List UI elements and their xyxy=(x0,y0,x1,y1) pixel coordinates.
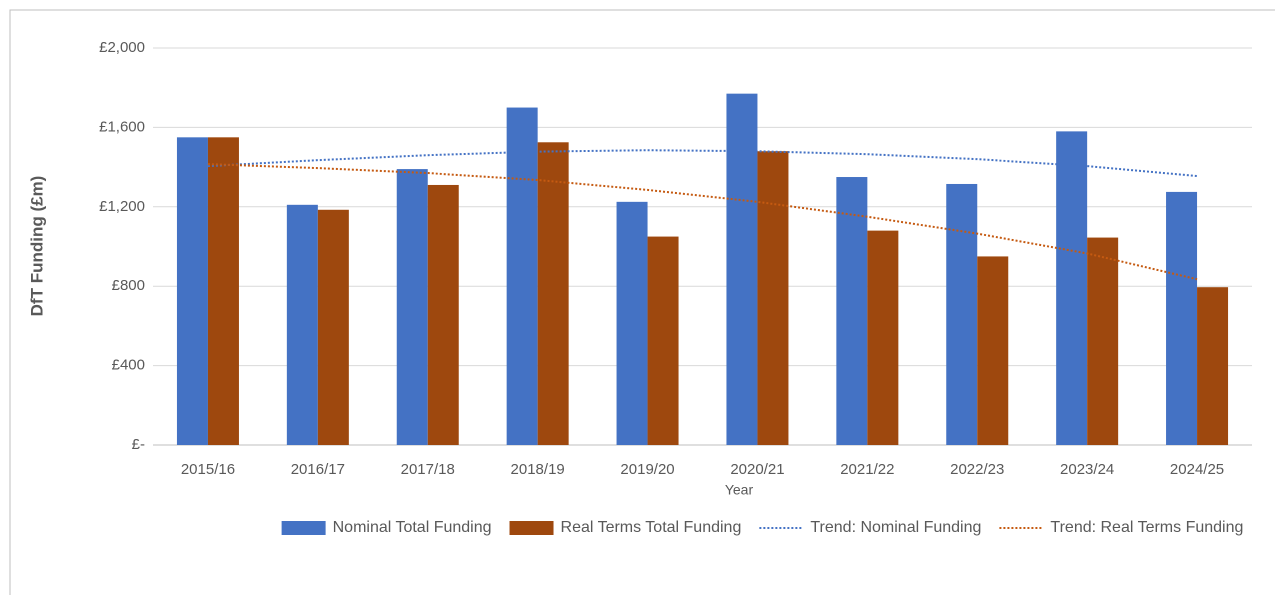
bar xyxy=(317,209,349,445)
x-axis-title: Year xyxy=(725,482,754,498)
x-tick-label: 2018/19 xyxy=(511,461,565,478)
bar xyxy=(1087,237,1119,445)
legend-label: Trend: Nominal Funding xyxy=(810,519,981,536)
x-tick-label: 2019/20 xyxy=(620,461,674,478)
legend-label: Trend: Real Terms Funding xyxy=(1050,519,1243,536)
legend-label: Nominal Total Funding xyxy=(333,519,492,536)
x-tick-label: 2022/23 xyxy=(950,461,1004,478)
x-tick-label: 2023/24 xyxy=(1060,461,1114,478)
bar xyxy=(396,169,428,445)
legend-swatch xyxy=(509,521,554,535)
bar xyxy=(537,142,569,445)
bar xyxy=(836,177,868,445)
x-tick-label: 2015/16 xyxy=(181,461,235,478)
x-tick-label: 2024/25 xyxy=(1170,461,1224,478)
y-axis-title: DfT Funding (£m) xyxy=(27,176,46,317)
bar xyxy=(726,93,758,445)
bar xyxy=(1197,287,1229,445)
y-tick-label: £400 xyxy=(112,357,145,374)
frame xyxy=(9,9,1275,595)
y-tick-label: £1,200 xyxy=(99,198,145,215)
y-tick-label: £1,600 xyxy=(99,118,145,135)
bar xyxy=(176,137,208,445)
x-tick-label: 2021/22 xyxy=(840,461,894,478)
bar xyxy=(506,107,538,446)
bar xyxy=(977,256,1009,445)
bar xyxy=(757,151,789,445)
bar xyxy=(427,184,459,445)
x-tick-label: 2020/21 xyxy=(730,461,784,478)
x-tick-label: 2017/18 xyxy=(401,461,455,478)
trend-line xyxy=(207,163,1198,281)
bar xyxy=(647,236,679,445)
y-tick-label: £2,000 xyxy=(99,39,145,56)
bar xyxy=(1056,131,1088,445)
bar xyxy=(207,137,239,445)
x-tick-label: 2016/17 xyxy=(291,461,345,478)
legend-swatch xyxy=(281,521,326,535)
y-tick-label: £800 xyxy=(112,277,145,294)
y-tick-label: £- xyxy=(132,436,145,453)
bar xyxy=(286,204,318,445)
bar xyxy=(946,183,978,445)
bar xyxy=(867,230,899,445)
trend-line xyxy=(207,149,1198,178)
legend-label: Real Terms Total Funding xyxy=(561,519,742,536)
bar xyxy=(616,201,648,445)
bar xyxy=(1166,191,1198,445)
